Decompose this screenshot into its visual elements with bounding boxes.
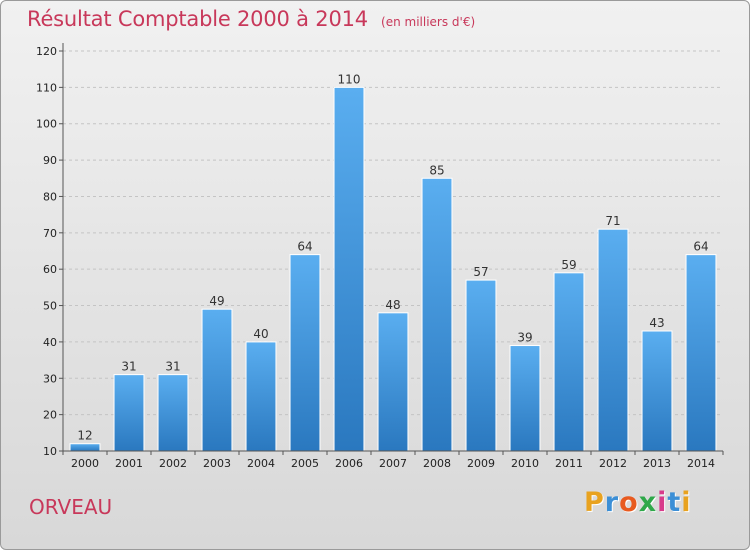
x-tick-label: 2000 — [71, 457, 99, 470]
logo-letter: x — [638, 487, 658, 518]
logo-letter: P — [584, 487, 605, 518]
x-tick-label: 2004 — [247, 457, 275, 470]
x-tick-label: 2003 — [203, 457, 231, 470]
x-tick-label: 2010 — [511, 457, 539, 470]
bar — [641, 330, 673, 452]
chart-title: Résultat Comptable 2000 à 2014 — [27, 7, 368, 31]
bar-value-label: 31 — [121, 360, 136, 374]
x-tick-label: 2013 — [643, 457, 671, 470]
x-tick-label: 2001 — [115, 457, 143, 470]
x-tick-label: 2012 — [599, 457, 627, 470]
bar — [333, 86, 365, 452]
bar — [201, 308, 233, 452]
y-tick-label: 90 — [43, 154, 57, 167]
bar-value-label: 39 — [517, 331, 532, 345]
y-tick-label: 110 — [36, 81, 57, 94]
chart-subtitle: (en milliers d'€) — [381, 15, 476, 29]
y-tick-label: 60 — [43, 263, 57, 276]
y-tick-label: 50 — [43, 300, 57, 313]
bar-value-label: 59 — [561, 258, 576, 272]
y-tick-label: 80 — [43, 190, 57, 203]
bar-value-label: 31 — [165, 360, 180, 374]
bar — [465, 279, 497, 452]
bar — [377, 312, 409, 452]
proxiti-logo: Proxiti — [584, 487, 692, 518]
y-tick-label: 10 — [43, 445, 57, 458]
x-tick-label: 2009 — [467, 457, 495, 470]
x-tick-label: 2005 — [291, 457, 319, 470]
bar — [685, 254, 717, 452]
bar-value-label: 43 — [649, 316, 664, 330]
logo-letter: i — [657, 487, 668, 518]
bar — [69, 443, 101, 452]
x-tick-label: 2011 — [555, 457, 583, 470]
bar-value-label: 64 — [693, 240, 708, 254]
logo-letter: i — [681, 487, 692, 518]
bar-value-label: 85 — [429, 163, 444, 177]
logo-letter: o — [619, 487, 639, 518]
bar-value-label: 57 — [473, 265, 488, 279]
bar — [421, 177, 453, 452]
x-tick-label: 2014 — [687, 457, 715, 470]
bar-layer: 12 31 31 49 40 64 110 48 85 57 39 59 71 43 64 — [69, 72, 717, 452]
bar-value-label: 48 — [385, 298, 400, 312]
axis-layer: 10 20 30 40 50 60 70 80 90 100 110 120 2000 2001 2002 2… — [36, 43, 724, 470]
bar-value-label: 64 — [297, 240, 312, 254]
y-tick-label: 30 — [43, 372, 57, 385]
bar-value-label: 71 — [605, 214, 620, 228]
x-tick-label: 2008 — [423, 457, 451, 470]
bar — [289, 254, 321, 452]
x-tick-label: 2002 — [159, 457, 187, 470]
y-tick-label: 40 — [43, 336, 57, 349]
y-tick-label: 20 — [43, 409, 57, 422]
bar — [553, 272, 585, 452]
bar — [597, 228, 629, 452]
y-tick-label: 120 — [36, 45, 57, 58]
logo-letter: t — [667, 487, 682, 518]
bar — [157, 374, 189, 452]
logo-letter: r — [604, 487, 620, 518]
location-name: ORVEAU — [29, 495, 113, 519]
y-tick-label: 100 — [36, 118, 57, 131]
chart-title-block: Résultat Comptable 2000 à 2014 (en milli… — [27, 7, 475, 31]
bar-value-label: 110 — [338, 72, 361, 86]
bar — [509, 345, 541, 452]
y-tick-label: 70 — [43, 227, 57, 240]
x-tick-label: 2006 — [335, 457, 363, 470]
bar-value-label: 49 — [209, 294, 224, 308]
bar — [113, 374, 145, 452]
x-tick-label: 2007 — [379, 457, 407, 470]
bar-value-label: 12 — [77, 429, 92, 443]
bar — [245, 341, 277, 452]
bar-value-label: 40 — [253, 327, 268, 341]
